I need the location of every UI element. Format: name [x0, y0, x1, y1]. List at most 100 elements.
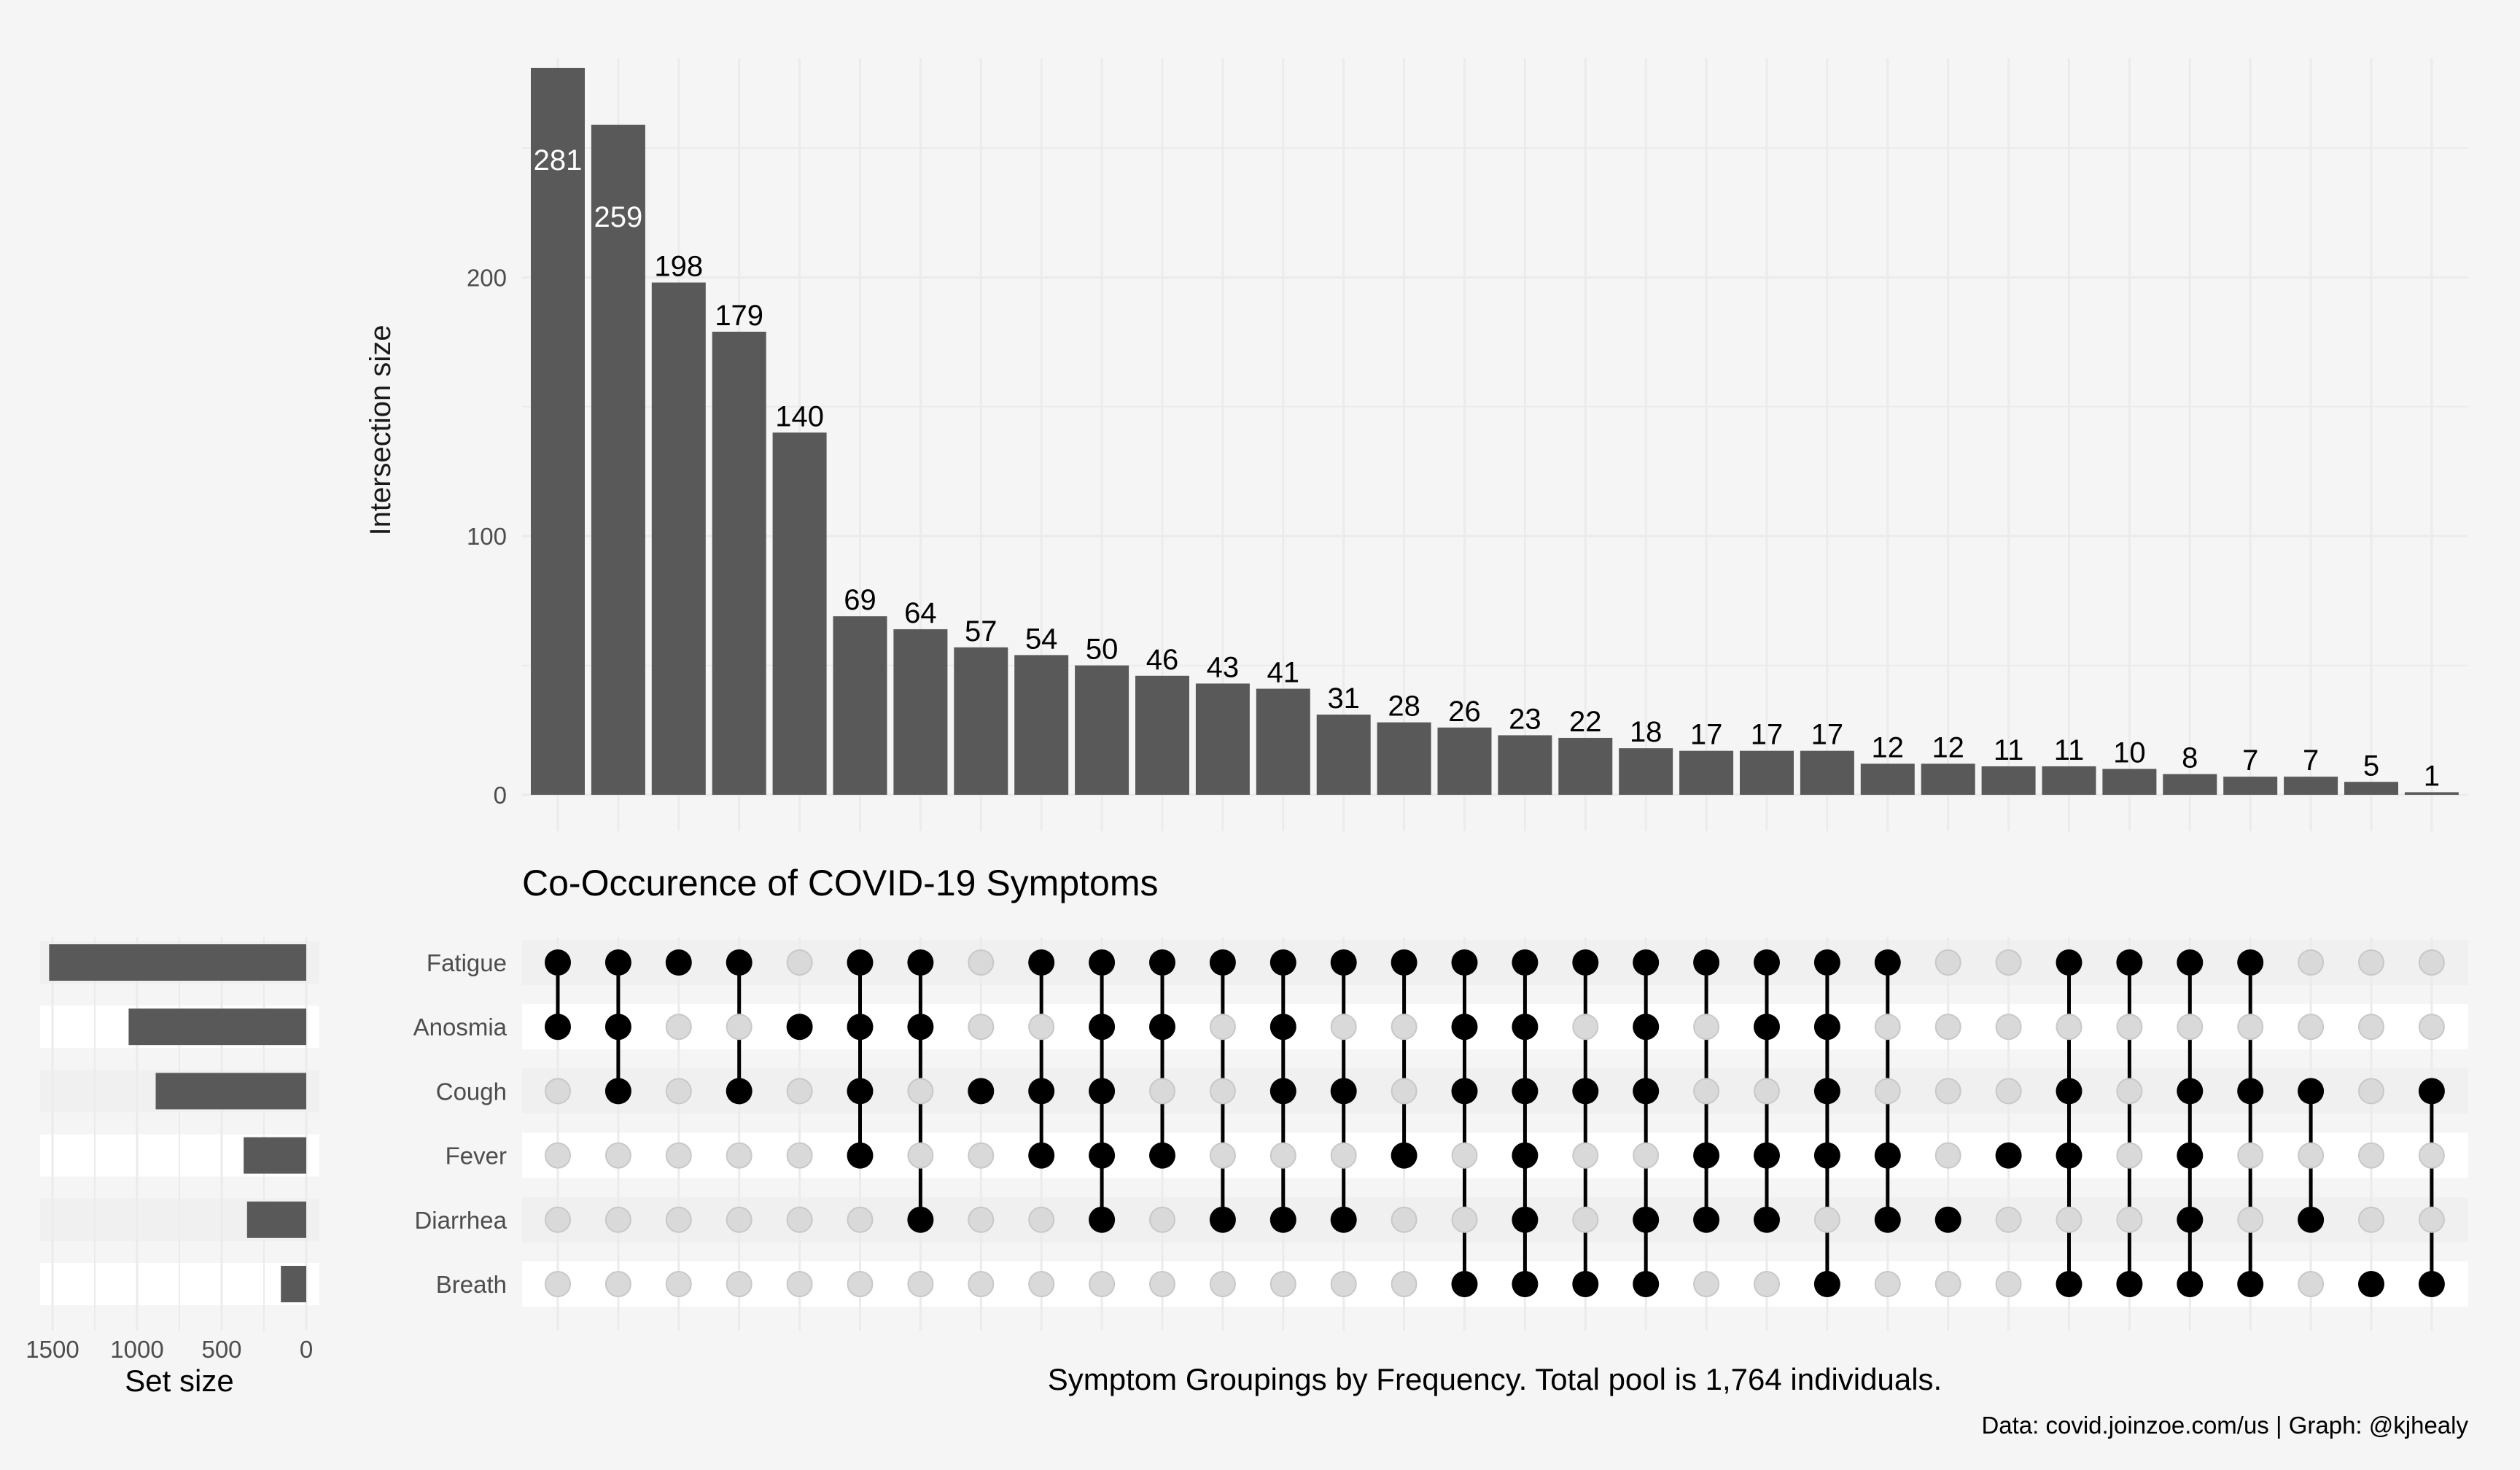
intersection-data-label: 18	[1630, 716, 1662, 748]
matrix-dot-filled	[1391, 949, 1418, 976]
matrix-dot-empty	[847, 1271, 874, 1297]
matrix-dot-empty	[1995, 1206, 2022, 1233]
matrix-dot-filled	[907, 1014, 934, 1041]
matrix-dot-filled	[545, 1014, 571, 1041]
intersection-data-label: 7	[2242, 744, 2258, 777]
matrix-dot-empty	[545, 1206, 571, 1233]
intersection-bar	[1921, 763, 1975, 795]
set-size-bar	[49, 944, 307, 981]
matrix-dot-empty	[2116, 1206, 2143, 1233]
intersection-bar	[1740, 750, 1794, 795]
matrix-dot-empty	[665, 1014, 692, 1041]
matrix-dot-filled	[1451, 1078, 1478, 1105]
matrix-dot-filled	[1813, 1142, 1840, 1169]
matrix-dot-empty	[1391, 1206, 1418, 1233]
matrix-dot-empty	[1693, 1271, 1720, 1297]
intersection-data-label: 259	[594, 201, 643, 233]
matrix-dot-empty	[1934, 1014, 1961, 1041]
matrix-row-label: Anosmia	[413, 1014, 508, 1041]
intersection-bar	[1377, 722, 1431, 795]
matrix-dot-filled	[1149, 949, 1175, 976]
intersection-bar	[2042, 766, 2096, 795]
intersection-bar	[1075, 665, 1129, 795]
matrix-dot-empty	[968, 1206, 995, 1233]
matrix-dot-filled	[2237, 1271, 2264, 1297]
matrix-dot-empty	[2237, 1142, 2264, 1169]
intersection-bar	[712, 331, 766, 795]
matrix-dot-empty	[2056, 1014, 2082, 1041]
matrix-dot-filled	[1633, 1206, 1660, 1233]
matrix-row-stripe	[522, 1132, 2468, 1178]
intersection-bar	[1437, 727, 1492, 795]
matrix-dot-filled	[2056, 949, 2082, 976]
matrix-dot-empty	[2358, 949, 2384, 976]
matrix-dot-empty	[968, 949, 995, 976]
matrix-dot-filled	[604, 1014, 631, 1041]
intersection-data-label: 11	[1994, 734, 2024, 766]
matrix-dot-filled	[1269, 1206, 1296, 1233]
intersection-bar	[1195, 683, 1250, 795]
matrix-dot-empty	[2358, 1206, 2384, 1233]
set-size-x-ticks: 1500 1000 500 0	[26, 1336, 313, 1363]
matrix-dot-empty	[2116, 1142, 2143, 1169]
matrix-dot-filled	[1330, 1206, 1357, 1233]
matrix-dot-empty	[1209, 1142, 1236, 1169]
matrix-dot-filled	[907, 949, 934, 976]
matrix-dot-empty	[1754, 1271, 1780, 1297]
matrix-dot-filled	[1754, 949, 1780, 976]
matrix-dot-empty	[604, 1206, 631, 1233]
matrix-dot-empty	[1028, 1271, 1055, 1297]
matrix-dot-filled	[968, 1078, 995, 1105]
matrix-dot-filled	[1089, 1206, 1116, 1233]
set-size-tick-label: 1000	[110, 1336, 163, 1363]
matrix-dot-empty	[665, 1271, 692, 1297]
intersection-data-label: 64	[904, 597, 937, 629]
matrix-dot-filled	[1089, 949, 1116, 976]
matrix-dot-empty	[2418, 949, 2445, 976]
intersection-data-label: 1	[2424, 760, 2440, 792]
intersection-data-label: 46	[1146, 644, 1179, 676]
matrix-dot-filled	[1934, 1206, 1961, 1233]
matrix-dot-filled	[1874, 1142, 1901, 1169]
matrix-row-stripe	[522, 1004, 2468, 1050]
matrix-dot-filled	[1693, 949, 1720, 976]
matrix-dot-filled	[1330, 1078, 1357, 1105]
matrix-row-label: Cough	[436, 1078, 507, 1105]
matrix-dot-filled	[1089, 1078, 1116, 1105]
matrix-dot-empty	[847, 1206, 874, 1233]
matrix-dot-empty	[1149, 1206, 1175, 1233]
matrix-dot-filled	[2116, 1271, 2143, 1297]
matrix-dot-filled	[2358, 1271, 2384, 1297]
matrix-dot-filled	[2298, 1206, 2325, 1233]
matrix-dot-filled	[1633, 949, 1660, 976]
matrix-dot-empty	[1995, 1271, 2022, 1297]
matrix-dot-filled	[1874, 949, 1901, 976]
matrix-dot-filled	[2237, 1078, 2264, 1105]
intersection-data-label: 31	[1327, 682, 1360, 715]
combination-matrix: Fatigue Anosmia Cough Fever Diarrhea Breath	[413, 937, 2468, 1331]
set-size-tick-label: 1500	[26, 1336, 79, 1363]
matrix-dot-filled	[1693, 1206, 1720, 1233]
intersection-bar	[772, 432, 827, 795]
matrix-dot-empty	[1391, 1271, 1418, 1297]
set-size-bars	[49, 944, 307, 1302]
matrix-dot-empty	[1995, 1014, 2022, 1041]
intersection-bar	[1014, 655, 1069, 795]
set-size-tick-label: 0	[300, 1336, 313, 1363]
matrix-dot-filled	[2116, 949, 2143, 976]
matrix-dot-empty	[1209, 1078, 1236, 1105]
matrix-dot-empty	[1874, 1271, 1901, 1297]
matrix-dot-empty	[2358, 1142, 2384, 1169]
matrix-dot-filled	[1633, 1078, 1660, 1105]
matrix-dot-empty	[1572, 1014, 1599, 1041]
matrix-dot-empty	[2237, 1206, 2264, 1233]
matrix-dot-filled	[2418, 1078, 2445, 1105]
intersection-data-label: 17	[1751, 719, 1784, 751]
matrix-row-label: Fever	[446, 1143, 507, 1170]
matrix-dot-empty	[1874, 1014, 1901, 1041]
matrix-row-stripe	[522, 1261, 2468, 1307]
matrix-dot-empty	[1028, 1014, 1055, 1041]
intersection-bar	[651, 282, 706, 795]
set-size-bar	[246, 1201, 306, 1238]
